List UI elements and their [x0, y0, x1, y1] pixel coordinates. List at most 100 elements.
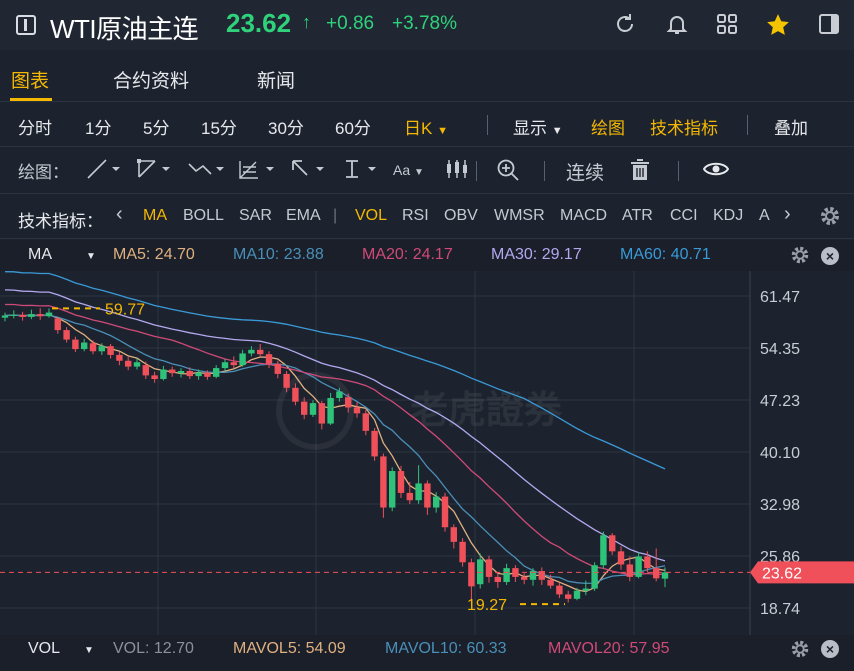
vol-settings-gear-icon[interactable]	[789, 638, 811, 665]
indicator-sar[interactable]: SAR	[239, 207, 272, 224]
tab-news[interactable]: 新闻	[257, 71, 296, 92]
candle-body	[292, 387, 299, 402]
display-menu[interactable]: 显示 ▼	[513, 114, 563, 139]
candle-body	[213, 368, 220, 377]
ma-legend-bar	[0, 240, 854, 271]
indicator-cci[interactable]: CCI	[670, 207, 698, 224]
period-timeshare[interactable]: 分时	[18, 119, 52, 138]
ma-close-icon[interactable]: ×	[821, 247, 839, 265]
candlestick-chart[interactable]: 老虎證券 61.4754.3547.2340.1032.9825.8618.74…	[0, 271, 854, 635]
candle-body	[327, 398, 334, 424]
current-price-tag	[750, 561, 854, 584]
line-tool-icon[interactable]	[86, 158, 122, 185]
continuous-draw-toggle[interactable]: 连续	[566, 163, 605, 184]
candle-body	[169, 369, 176, 374]
ma-settings-gear-icon[interactable]	[789, 244, 811, 271]
channel-tool-icon[interactable]	[136, 158, 174, 185]
star-icon[interactable]	[765, 12, 791, 38]
period-30min[interactable]: 30分	[268, 119, 304, 138]
period-15min[interactable]: 15分	[201, 119, 237, 138]
candle-body	[362, 413, 369, 431]
period-60min[interactable]: 60分	[335, 119, 371, 138]
indicator-atr[interactable]: ATR	[622, 207, 653, 224]
font-size-icon: Aa	[393, 162, 411, 178]
candle-body	[125, 360, 132, 367]
vol-close-icon[interactable]: ×	[821, 640, 839, 658]
candle-body	[380, 456, 387, 508]
candle-body	[142, 365, 149, 376]
candle-body	[221, 362, 229, 369]
arrow-tool-icon[interactable]	[290, 158, 328, 185]
chart-markers: 59.77 19.27 23.62	[0, 301, 854, 614]
candle-body	[81, 342, 88, 350]
refresh-icon[interactable]	[612, 12, 638, 38]
indicator-ma[interactable]: MA	[143, 207, 167, 224]
grid-icon[interactable]	[714, 12, 740, 38]
candle-tool-icon[interactable]	[445, 158, 469, 185]
text-cursor-tool-icon[interactable]	[342, 158, 380, 185]
vol-selector-label: VOL	[28, 640, 61, 657]
candle-body	[468, 562, 475, 587]
sidebar-icon[interactable]	[816, 12, 842, 38]
current-price-label: 23.62	[762, 565, 802, 582]
candle-body	[309, 403, 317, 415]
indicator-toggle[interactable]: 技术指标	[650, 119, 718, 138]
overlay-button[interactable]: 叠加	[774, 119, 808, 138]
indicator-boll[interactable]: BOLL	[183, 207, 224, 224]
trash-icon[interactable]	[629, 158, 651, 187]
candle-body	[477, 559, 484, 585]
candle-body	[353, 407, 361, 414]
indicator-macd[interactable]: MACD	[560, 207, 608, 224]
indicator-obv[interactable]: OBV	[444, 207, 478, 224]
y-tick-label: 18.74	[760, 601, 800, 618]
candle-body	[274, 363, 281, 374]
candle-body	[336, 391, 343, 399]
display-label: 显示	[513, 119, 547, 138]
indicator-vol[interactable]: VOL	[355, 207, 388, 224]
bell-icon[interactable]	[664, 12, 690, 38]
instrument-title: WTI原油主连	[50, 14, 199, 44]
font-tool[interactable]: Aa ▼	[393, 162, 424, 178]
candle-body	[635, 556, 642, 577]
candle-body	[415, 483, 422, 501]
main-indicator-selector[interactable]: MA ▼	[28, 246, 96, 264]
tab-chart[interactable]: 图表	[11, 71, 50, 92]
caret-down-icon: ▼	[414, 167, 424, 178]
ma10-value: MA10: 23.88	[233, 246, 324, 263]
y-tick-label: 32.98	[760, 497, 800, 514]
candle-body	[424, 483, 431, 508]
indicator-rsi[interactable]: RSI	[402, 207, 429, 224]
eye-icon[interactable]	[702, 158, 730, 185]
chevron-left-icon[interactable]: ‹	[116, 203, 123, 225]
indicator-kdj[interactable]: KDJ	[713, 207, 744, 224]
candle-body	[248, 349, 255, 354]
period-daily-label: 日K	[404, 119, 433, 138]
candle-body	[204, 372, 211, 377]
wave-tool-icon[interactable]	[187, 158, 227, 185]
candle-body	[653, 568, 660, 579]
indicator-wmsr[interactable]: WMSR	[494, 207, 545, 224]
contract-icon[interactable]	[16, 15, 36, 35]
candle-body	[626, 564, 633, 577]
period-daily-selector[interactable]: 日K ▼	[404, 114, 448, 139]
sub-indicator-selector[interactable]: VOL ▼	[28, 640, 94, 658]
chevron-right-icon[interactable]: ›	[784, 203, 791, 225]
indicator-ema[interactable]: EMA	[286, 207, 321, 224]
draw-toggle[interactable]: 绘图	[591, 119, 625, 138]
period-1min[interactable]: 1分	[85, 119, 112, 138]
vol-legend-bar	[0, 635, 854, 671]
candle-body	[72, 339, 79, 350]
ma30-value: MA30: 29.17	[491, 246, 582, 263]
zoom-in-icon[interactable]	[496, 158, 520, 187]
tab-contract-info[interactable]: 合约资料	[113, 71, 190, 92]
candle-body	[661, 572, 669, 579]
divider	[544, 161, 545, 181]
ma-line-ma30	[4, 289, 666, 562]
period-5min[interactable]: 5分	[143, 119, 170, 138]
candle-body	[433, 496, 440, 508]
gear-icon[interactable]	[818, 204, 842, 233]
fib-tool-icon[interactable]	[238, 158, 278, 185]
candle-body	[195, 372, 202, 377]
candle-body	[503, 568, 510, 583]
indicator-more[interactable]: A	[759, 207, 770, 224]
